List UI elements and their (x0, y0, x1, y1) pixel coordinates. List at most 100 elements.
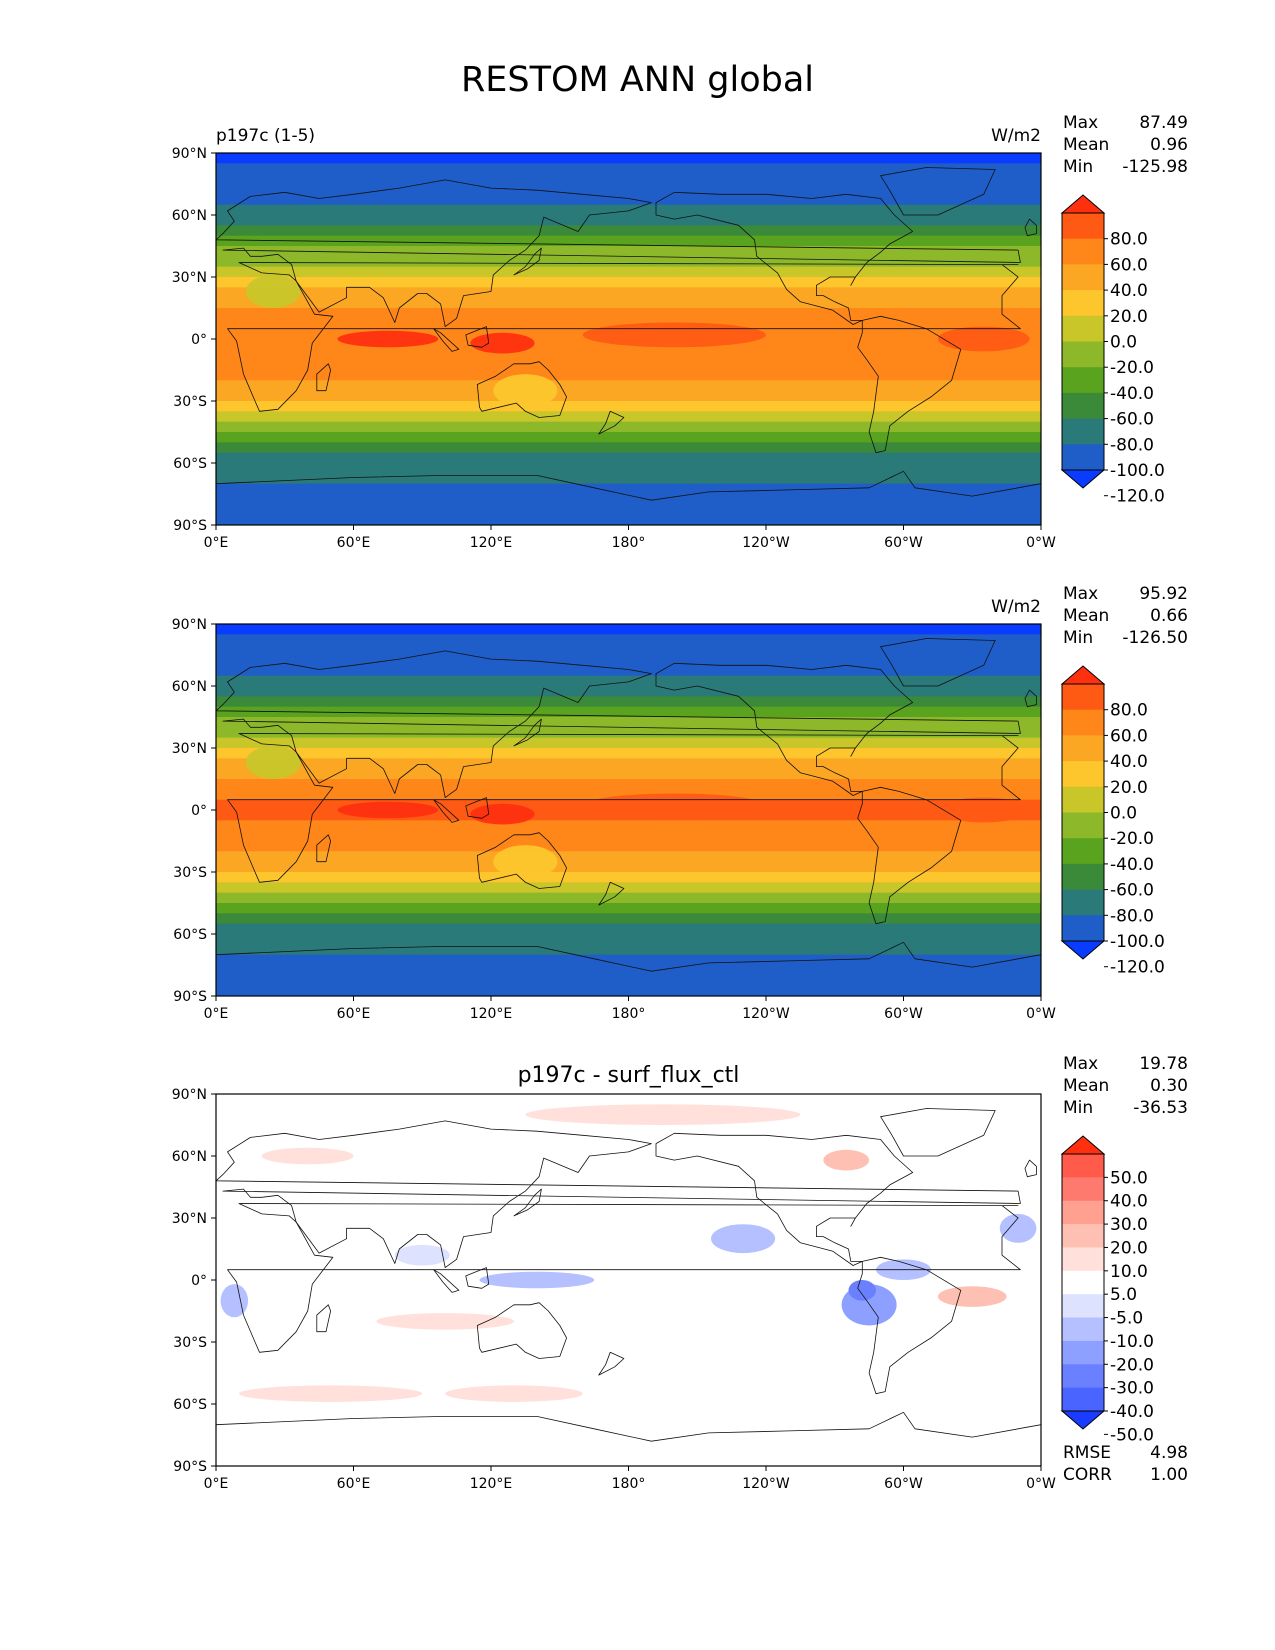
colorbar-tick-label: -80.0 (1110, 906, 1154, 926)
coastline (316, 1304, 332, 1333)
lat-tick-label: 60°S (173, 456, 207, 472)
zonal-band (216, 882, 1041, 894)
zonal-band (216, 696, 1041, 708)
colorbar-tick-label: 40.0 (1110, 281, 1148, 301)
zonal-band (216, 975, 1041, 987)
coastline (227, 733, 1021, 883)
colorbar-segment (1062, 1294, 1104, 1319)
zonal-band (216, 954, 1041, 966)
colorbar-segment (1062, 1387, 1104, 1412)
coastline (216, 1411, 1041, 1466)
lat-tick-label: 60°N (172, 679, 207, 695)
panel-label-left: p197c (1-5) (216, 126, 315, 146)
colorbar-segment (1062, 1270, 1104, 1295)
coastline (880, 638, 996, 687)
stat-value: -126.50 (1122, 628, 1188, 648)
zonal-band (216, 473, 1041, 485)
lat-tick-label: 60°N (172, 1149, 207, 1165)
zonal-band (216, 624, 1041, 635)
zonal-band (216, 494, 1041, 505)
zonal-band (216, 851, 1041, 863)
lat-tick-label: 90°S (173, 518, 207, 534)
zonal-band (216, 225, 1041, 237)
lat-tick-label: 0° (191, 332, 207, 348)
colorbar-tick-label: 10.0 (1110, 1262, 1148, 1282)
zonal-band (216, 411, 1041, 423)
coastline (1024, 689, 1037, 708)
zonal-band (216, 748, 1041, 759)
colorbar-extend-min (1060, 940, 1106, 960)
panel-title: p197c - surf_flux_ctl (518, 1063, 740, 1088)
zonal-band (216, 215, 1041, 226)
colorbar-tick-label: 80.0 (1110, 230, 1148, 250)
zonal-band (216, 318, 1041, 330)
zonal-band (216, 359, 1041, 371)
zonal-band (216, 246, 1041, 257)
field-patch (999, 1213, 1037, 1243)
stat-label: Mean (1063, 1076, 1109, 1096)
zonal-band (216, 204, 1041, 216)
colorbar-tick-label: 20.0 (1110, 1238, 1148, 1258)
coastline (227, 262, 1021, 412)
lon-tick-label: 60°W (884, 1006, 923, 1022)
colorbar-tick-label: -120.0 (1110, 958, 1165, 978)
zonal-band (216, 861, 1041, 873)
zonal-band (216, 452, 1041, 464)
colorbar-segment (1062, 392, 1104, 420)
colorbar-tick-label: 60.0 (1110, 726, 1148, 746)
colorbar-tick-label: 60.0 (1110, 255, 1148, 275)
zonal-band (216, 779, 1041, 790)
stat-label: Min (1063, 157, 1093, 177)
zonal-band (216, 349, 1041, 361)
zonal-band (216, 985, 1041, 996)
colorbar-extend-min (1060, 1410, 1106, 1430)
lat-tick-label: 90°N (172, 1087, 207, 1103)
lat-tick-label: 60°S (173, 1397, 207, 1413)
zonal-band (216, 297, 1041, 309)
figure-title: RESTOM ANN global (460, 60, 815, 100)
stat-label: RMSE (1063, 1443, 1111, 1463)
colorbar-segment (1062, 863, 1104, 891)
coastline (880, 167, 996, 216)
lat-tick-label: 0° (191, 1273, 207, 1289)
coastline (465, 797, 490, 819)
colorbar-tick-label: -40.0 (1110, 384, 1154, 404)
zonal-band (216, 675, 1041, 687)
zonal-band (216, 903, 1041, 914)
zonal-band (216, 308, 1041, 319)
lat-tick-label: 90°N (172, 617, 207, 633)
zonal-band (216, 665, 1041, 677)
coastline (227, 1203, 1021, 1353)
colorbar-segment (1062, 889, 1104, 916)
zonal-band (216, 194, 1041, 206)
coastline (476, 832, 567, 889)
coastline (216, 179, 1021, 328)
field-blob (493, 845, 558, 879)
field-blob (470, 332, 535, 354)
panel-1: 0°E 60°E 120°E 180° 120°W 60°W 0°W 90°N 60°N 30°N… (172, 113, 1188, 551)
colorbar-segment (1062, 1247, 1104, 1272)
zonal-band (216, 634, 1041, 646)
coastline (857, 1256, 962, 1395)
zonal-band (216, 401, 1041, 412)
coastline (655, 662, 914, 796)
colorbar-frame (1061, 1153, 1105, 1412)
zonal-band (216, 644, 1041, 656)
lat-tick-label: 90°N (172, 146, 207, 162)
colorbar-extend-max (1060, 194, 1106, 214)
zonal-band (216, 463, 1041, 474)
colorbar-segment (1062, 1154, 1104, 1178)
coastline (476, 1302, 567, 1359)
colorbar-extend-max (1060, 665, 1106, 685)
zonal-band (216, 934, 1041, 945)
lon-tick-label: 0°W (1026, 1476, 1056, 1492)
stat-value: 95.92 (1139, 584, 1188, 604)
stat-value: 1.00 (1150, 1465, 1188, 1485)
field-patch (220, 1284, 249, 1318)
lon-tick-label: 60°W (884, 1476, 923, 1492)
zonal-band (216, 737, 1041, 749)
stat-label: Min (1063, 1098, 1093, 1118)
field-blob (582, 322, 766, 348)
coastline (216, 470, 1041, 525)
map-area (216, 624, 1041, 996)
